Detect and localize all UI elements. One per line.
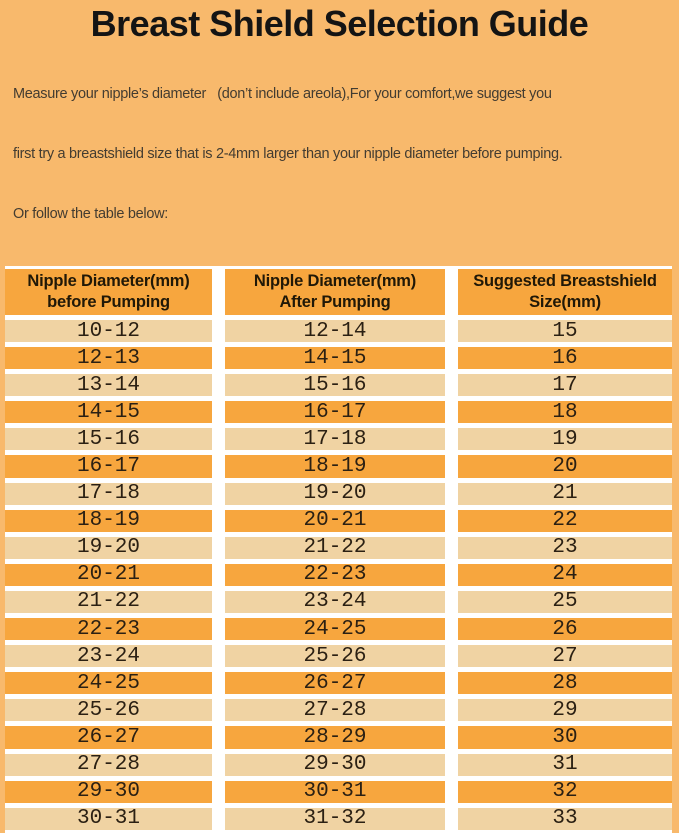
table-cell: 27	[458, 645, 672, 668]
table-cell: 16-17	[225, 401, 445, 424]
table-cell: 31-32	[225, 807, 445, 830]
selection-table: Nipple Diameter(mm) before Pumping Nippl…	[5, 266, 672, 833]
table-cell: 23-24	[225, 590, 445, 613]
table-cell: 32	[458, 780, 672, 803]
table-cell: 24	[458, 563, 672, 586]
table-cell: 19-20	[225, 482, 445, 505]
table-cell: 26-27	[5, 726, 212, 749]
guide-page: Breast Shield Selection Guide Measure yo…	[0, 3, 679, 833]
table-cell: 16-17	[5, 455, 212, 478]
table-cell: 19	[458, 428, 672, 451]
column-header-after-pumping: Nipple Diameter(mm) After Pumping	[225, 269, 445, 315]
table-cell: 20-21	[225, 509, 445, 532]
column-header-suggested-size: Suggested Breastshield Size(mm)	[458, 269, 672, 315]
table-cell: 33	[458, 807, 672, 830]
table-cell: 13-14	[5, 374, 212, 397]
table-cell: 26-27	[225, 672, 445, 695]
table-cell: 24-25	[5, 672, 212, 695]
table-cell: 21	[458, 482, 672, 505]
intro-line-1: Measure your nipple’s diameter (don’t in…	[13, 86, 552, 102]
table-cell: 12-14	[225, 320, 445, 343]
table-cell: 28-29	[225, 726, 445, 749]
table-cell: 17-18	[225, 428, 445, 451]
table-cell: 25-26	[5, 699, 212, 722]
table-cell: 25	[458, 590, 672, 613]
table-cell: 15-16	[5, 428, 212, 451]
table-cell: 22-23	[225, 563, 445, 586]
table-cell: 12-13	[5, 347, 212, 370]
intro-text: Measure your nipple’s diameter (don’t in…	[13, 44, 673, 264]
table-cell: 27-28	[225, 699, 445, 722]
header-line: Suggested Breastshield	[473, 272, 657, 290]
table-cell: 18-19	[225, 455, 445, 478]
table-cell: 30	[458, 726, 672, 749]
table-cell: 22	[458, 509, 672, 532]
table-cell: 15	[458, 320, 672, 343]
table-cell: 29-30	[5, 780, 212, 803]
header-line: After Pumping	[279, 293, 391, 311]
table-cell: 26	[458, 618, 672, 641]
intro-line-2: first try a breastshield size that is 2-…	[13, 146, 563, 162]
header-line: Nipple Diameter(mm)	[27, 272, 190, 290]
table-cell: 20-21	[5, 563, 212, 586]
table-cell: 27-28	[5, 753, 212, 776]
table-cell: 14-15	[225, 347, 445, 370]
table-cell: 29	[458, 699, 672, 722]
table-cell: 15-16	[225, 374, 445, 397]
header-line: before Pumping	[47, 293, 170, 311]
column-header-before-pumping: Nipple Diameter(mm) before Pumping	[5, 269, 212, 315]
table-cell: 28	[458, 672, 672, 695]
table-cell: 16	[458, 347, 672, 370]
table-cell: 22-23	[5, 618, 212, 641]
header-line: Nipple Diameter(mm)	[253, 272, 417, 290]
table-cell: 30-31	[5, 807, 212, 830]
table-cell: 23-24	[5, 645, 212, 668]
table-cell: 31	[458, 753, 672, 776]
table-cell: 23	[458, 536, 672, 559]
table-cell: 19-20	[5, 536, 212, 559]
table-cell: 25-26	[225, 645, 445, 668]
table-cell: 10-12	[5, 320, 212, 343]
page-title: Breast Shield Selection Guide	[90, 3, 589, 44]
table-cell: 18	[458, 401, 672, 424]
table-cell: 29-30	[225, 753, 445, 776]
table-cell: 30-31	[225, 780, 445, 803]
table-cell: 18-19	[5, 509, 212, 532]
table-cell: 21-22	[5, 590, 212, 613]
table-cell: 20	[458, 455, 672, 478]
table-cell: 24-25	[225, 618, 445, 641]
table-cell: 17	[458, 374, 672, 397]
table-cell: 21-22	[225, 536, 445, 559]
header-line: Size(mm)	[529, 293, 601, 311]
table-cell: 17-18	[5, 482, 212, 505]
intro-line-3: Or follow the table below:	[13, 206, 169, 222]
table-cell: 14-15	[5, 401, 212, 424]
